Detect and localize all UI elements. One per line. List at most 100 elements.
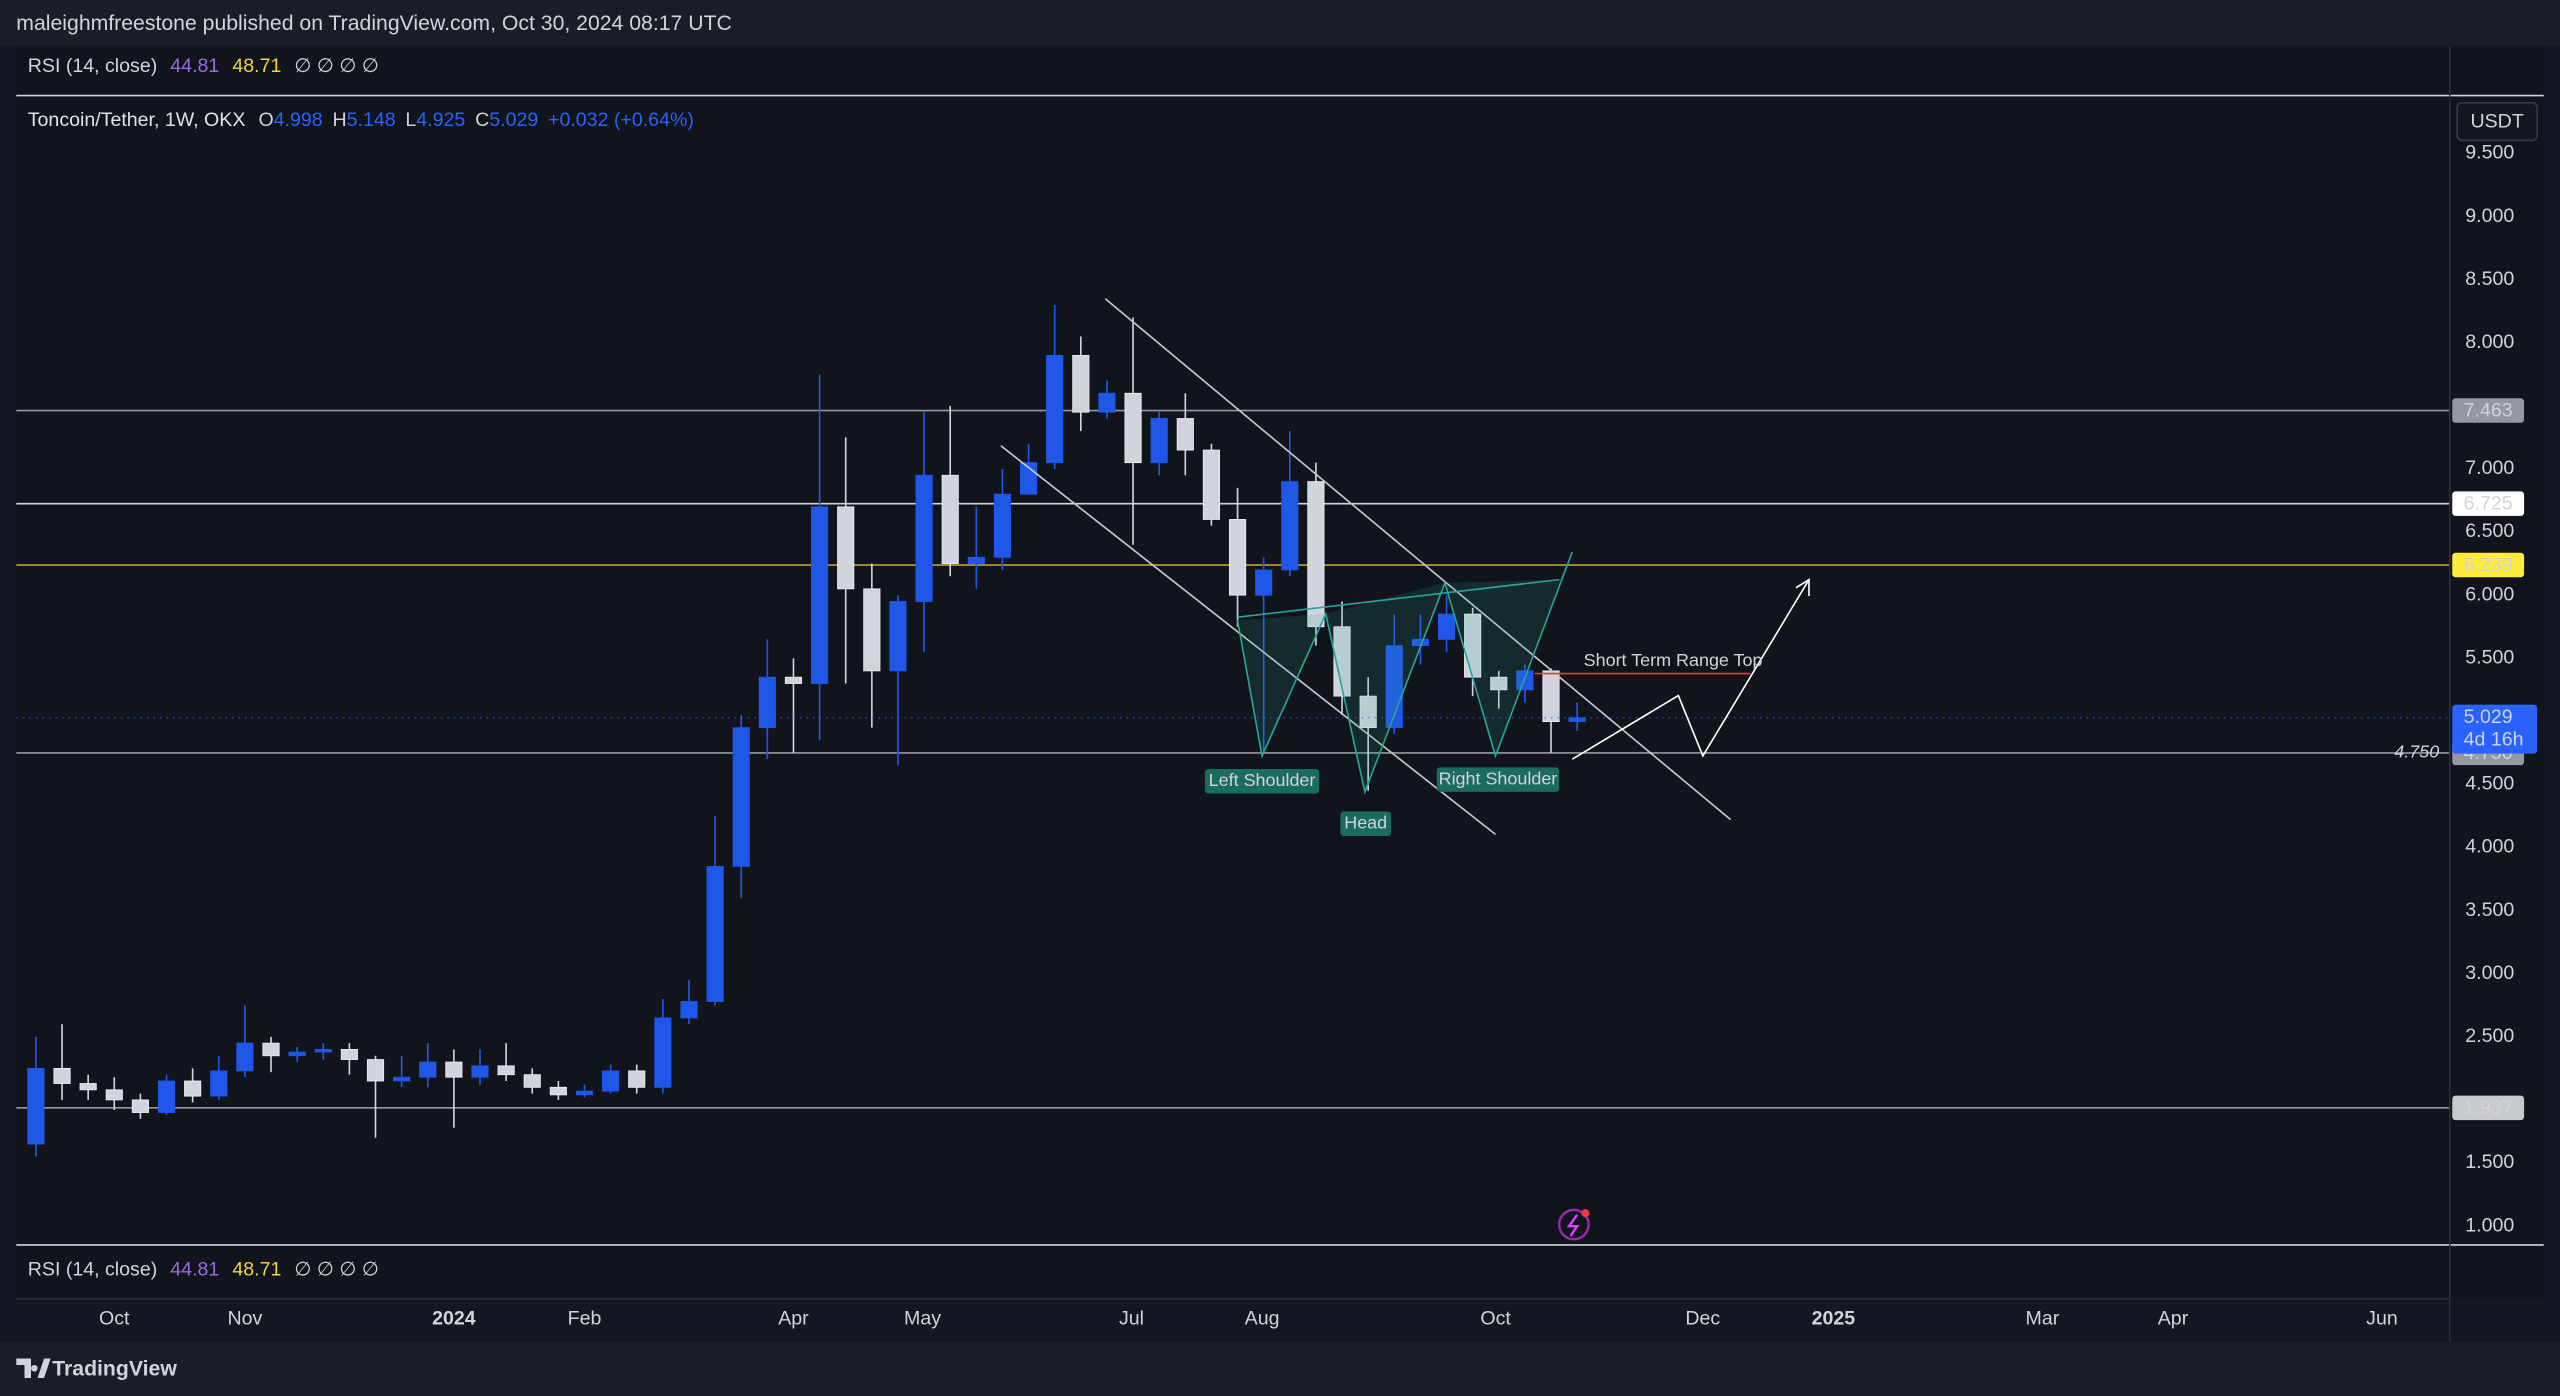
candle-body xyxy=(1437,613,1456,640)
x-tick-label: Jun xyxy=(2366,1307,2398,1329)
candle-body xyxy=(210,1070,228,1097)
head-label: Head xyxy=(1344,812,1387,832)
candle-body xyxy=(654,1017,672,1088)
price-pane xyxy=(16,304,2449,1157)
brand: TradingView xyxy=(52,1357,177,1380)
rsi-row-bottom: RSI (14, close) 44.81 48.71 ∅ ∅ ∅ ∅ xyxy=(28,1258,379,1280)
y-tick-label: 8.500 xyxy=(2465,268,2514,290)
candle-body xyxy=(1516,670,1534,691)
alert-dot xyxy=(1581,1209,1590,1218)
high-value: 5.148 xyxy=(347,109,396,131)
left-shoulder-label: Left Shoulder xyxy=(1209,770,1316,790)
candle-body xyxy=(706,866,724,1002)
rsi-name: RSI (14, close) xyxy=(28,1258,157,1280)
x-tick-label: Oct xyxy=(99,1307,130,1329)
candle-body xyxy=(53,1067,71,1084)
candle-body xyxy=(680,1001,698,1019)
candle-body xyxy=(1307,481,1325,628)
channel-lower xyxy=(1000,445,1497,835)
candle-body xyxy=(1098,392,1116,413)
y-tick-label: 4.000 xyxy=(2465,836,2514,858)
candle-body xyxy=(1255,569,1273,596)
last-price-box xyxy=(2452,704,2538,754)
level-price-box xyxy=(2452,1095,2525,1121)
level-price-label: 7.463 xyxy=(2464,400,2513,422)
x-tick-label: Jul xyxy=(1119,1307,1144,1329)
level-price-box xyxy=(2452,552,2525,578)
channel-upper xyxy=(1104,298,1732,821)
y-tick-label: 4.500 xyxy=(2465,773,2514,795)
candle-body xyxy=(1228,519,1247,596)
candle-body xyxy=(314,1049,332,1053)
candle-body xyxy=(1490,676,1508,691)
range-top-label: Short Term Range Top xyxy=(1584,650,1763,670)
alert-icon[interactable] xyxy=(1557,1208,1590,1241)
candle-body xyxy=(602,1070,620,1092)
l-label: L xyxy=(405,109,416,131)
h-label: H xyxy=(332,109,346,131)
y-tick-label: 9.500 xyxy=(2465,142,2514,164)
rsi-placeholders: ∅ ∅ ∅ ∅ xyxy=(294,1258,379,1280)
pattern-fill xyxy=(1444,551,1573,756)
last-price-label: 5.029 xyxy=(2464,706,2513,728)
header-bar xyxy=(0,0,2560,46)
alert-bolt xyxy=(1566,1214,1580,1237)
y-tick-label: 2.500 xyxy=(2465,1025,2514,1047)
candle-body xyxy=(523,1074,541,1088)
y-tick-label: 1.500 xyxy=(2465,1151,2514,1173)
open-value: 4.998 xyxy=(274,109,323,131)
rsi-value: 44.81 xyxy=(170,1258,219,1280)
y-tick-label: 8.000 xyxy=(2465,331,2514,353)
candle-body xyxy=(184,1080,202,1097)
level-price-label: 1.937 xyxy=(2464,1097,2513,1119)
rsi-placeholders: ∅ ∅ ∅ ∅ xyxy=(294,55,379,77)
candle-body xyxy=(105,1089,123,1101)
x-tick-label: Mar xyxy=(2026,1307,2060,1329)
candle-body xyxy=(471,1065,489,1078)
candle-body xyxy=(236,1042,254,1072)
low-value: 4.925 xyxy=(416,109,465,131)
footer-bar xyxy=(0,1342,2560,1396)
y-tick-label: 5.500 xyxy=(2465,646,2514,668)
change: +0.032 (+0.64%) xyxy=(548,109,694,131)
candle-body xyxy=(497,1065,515,1076)
candle-body xyxy=(445,1061,463,1078)
candle-body xyxy=(79,1083,97,1091)
candle-body xyxy=(1202,449,1221,520)
x-tick-label: Oct xyxy=(1480,1307,1511,1329)
candle-body xyxy=(340,1049,358,1060)
candle-body xyxy=(366,1059,385,1082)
candle-body xyxy=(941,474,959,565)
x-tick-label: Dec xyxy=(1685,1307,1720,1329)
candle-body xyxy=(1281,481,1299,571)
candle-body xyxy=(1542,670,1560,723)
x-tick-label: 2024 xyxy=(432,1307,476,1329)
level-inline-label: 4.750 xyxy=(2394,742,2439,762)
candle-body xyxy=(784,676,803,684)
published-line: maleighmfreestone published on TradingVi… xyxy=(16,12,732,35)
rsi-ma-value: 48.71 xyxy=(232,1258,281,1280)
currency-button[interactable] xyxy=(2456,102,2538,142)
candle-body xyxy=(889,601,907,672)
projection-arrow xyxy=(1795,578,1810,596)
c-label: C xyxy=(475,109,489,131)
candle-body xyxy=(993,493,1012,558)
currency: USDT xyxy=(2470,111,2523,133)
rsi-ma-value: 48.71 xyxy=(232,55,281,77)
candle-body xyxy=(732,727,750,867)
candle-body xyxy=(27,1067,45,1145)
pattern-fill xyxy=(1237,613,1326,756)
y-tick-label: 1.000 xyxy=(2465,1214,2514,1236)
candle-body xyxy=(1176,418,1194,451)
level-price-label: 6.239 xyxy=(2464,554,2513,576)
brand-logo xyxy=(16,1358,51,1379)
candle-body xyxy=(628,1070,646,1088)
candle-body xyxy=(157,1080,176,1113)
candle-body xyxy=(393,1076,411,1082)
candle-body xyxy=(863,588,881,672)
candle-body xyxy=(1333,626,1351,697)
chart-frame xyxy=(16,45,2544,1299)
right-shoulder-label: Right Shoulder xyxy=(1439,768,1558,788)
candle-body xyxy=(419,1061,437,1078)
